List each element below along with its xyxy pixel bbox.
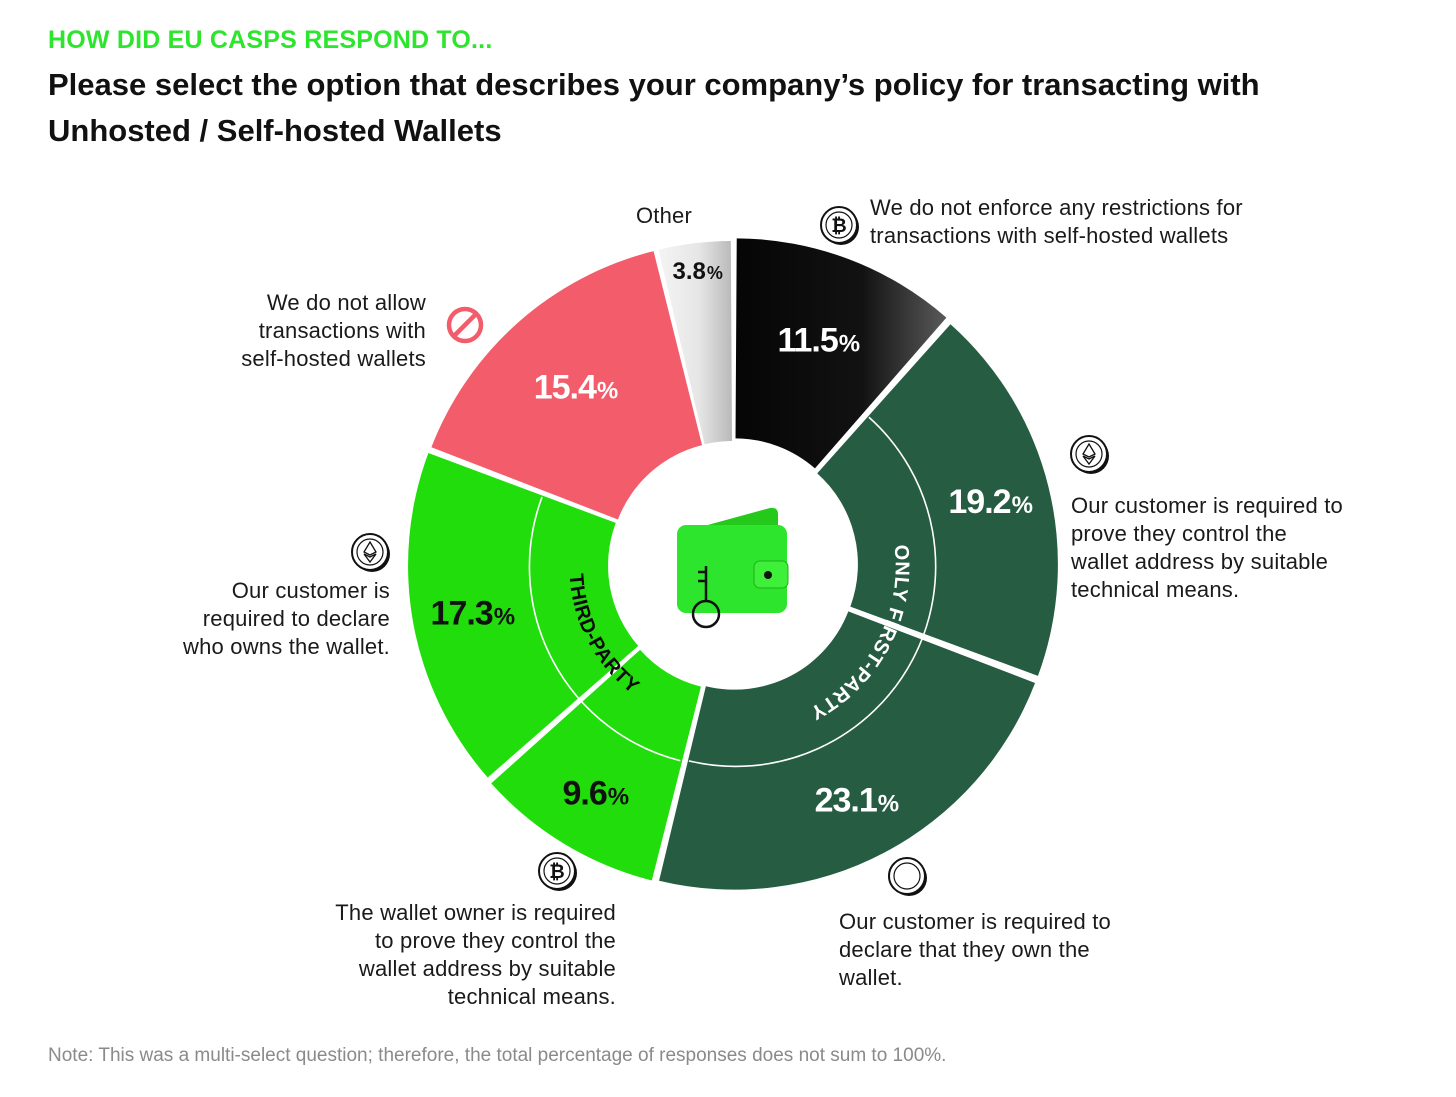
compass-coin-icon bbox=[888, 857, 927, 896]
label-line: required to declare bbox=[202, 606, 390, 631]
group-band-third_party bbox=[528, 496, 681, 762]
slice-divider bbox=[922, 636, 1038, 681]
label-line: transactions with bbox=[258, 318, 426, 343]
label-line: wallet address by suitable bbox=[358, 956, 616, 981]
label-line: Our customer is required to bbox=[839, 909, 1111, 934]
label-third-party-prove: The wallet owner is required to prove th… bbox=[250, 899, 616, 1011]
ethereum-coin-icon bbox=[1070, 435, 1109, 474]
slice-not_allowed bbox=[431, 251, 703, 520]
label-line: transactions with self-hosted wallets bbox=[870, 223, 1229, 248]
chart-title: Please select the option that describes … bbox=[48, 67, 1260, 148]
label-third-party-declare: Our customer is required to declare who … bbox=[100, 577, 390, 661]
value-label-other: 3.8% bbox=[673, 258, 723, 285]
svg-text:₿: ₿ bbox=[549, 862, 564, 883]
label-line: Our customer is required to bbox=[1071, 493, 1343, 518]
label-line: We do not enforce any restrictions for bbox=[870, 195, 1243, 220]
slice-divider bbox=[487, 698, 581, 781]
slice-other bbox=[658, 241, 733, 445]
label-line: prove they control the bbox=[1071, 521, 1287, 546]
slice-third_party_declare bbox=[408, 452, 639, 778]
label-line: declare that they own the bbox=[839, 937, 1090, 962]
label-line: who owns the wallet. bbox=[183, 634, 390, 659]
label-first-party-prove: Our customer is required to prove they c… bbox=[1071, 492, 1343, 604]
label-no-restrictions: We do not enforce any restrictions for t… bbox=[870, 194, 1243, 250]
footnote: Note: This was a multi-select question; … bbox=[48, 1045, 947, 1066]
value-label-third_party_prove: 9.6% bbox=[563, 775, 629, 813]
value-label-no_restrictions: 11.5% bbox=[777, 322, 859, 360]
bitcoin-coin-icon: ₿ bbox=[538, 852, 577, 891]
svg-text:₿: ₿ bbox=[831, 216, 846, 237]
label-first-party-declare: Our customer is required to declare that… bbox=[839, 908, 1111, 992]
label-line: self-hosted wallets bbox=[241, 346, 426, 371]
label-line: technical means. bbox=[1071, 577, 1240, 602]
label-line: technical means. bbox=[447, 984, 616, 1009]
label-line: Other bbox=[636, 203, 693, 228]
slice-third_party_prove bbox=[491, 649, 701, 881]
label-other: Other bbox=[636, 202, 692, 230]
value-label-not_allowed: 15.4% bbox=[534, 369, 618, 407]
slice-no_restrictions bbox=[735, 238, 947, 469]
label-line: Our customer is bbox=[231, 578, 390, 603]
ethereum-coin-icon bbox=[351, 533, 390, 572]
eyebrow-heading: HOW DID EU CASPS RESPOND TO... bbox=[48, 26, 493, 54]
value-label-first_party_declare: 23.1% bbox=[815, 782, 899, 820]
label-line: The wallet owner is required bbox=[335, 900, 616, 925]
bitcoin-coin-icon: ₿ bbox=[820, 206, 859, 245]
wallet-key-icon bbox=[677, 507, 789, 629]
label-line: to prove they control the bbox=[374, 928, 616, 953]
group-band-first_party bbox=[688, 416, 937, 768]
slice-first_party_declare bbox=[659, 611, 1036, 890]
value-label-first_party_prove: 19.2% bbox=[948, 483, 1032, 521]
slice-first_party_prove bbox=[817, 324, 1058, 676]
label-line: wallet. bbox=[839, 965, 903, 990]
prohibited-icon bbox=[446, 306, 484, 344]
value-label-third_party_declare: 17.3% bbox=[431, 595, 515, 633]
label-line: wallet address by suitable bbox=[1071, 549, 1329, 574]
label-line: We do not allow bbox=[266, 290, 426, 315]
label-not-allowed: We do not allow transactions with self-h… bbox=[150, 289, 426, 373]
